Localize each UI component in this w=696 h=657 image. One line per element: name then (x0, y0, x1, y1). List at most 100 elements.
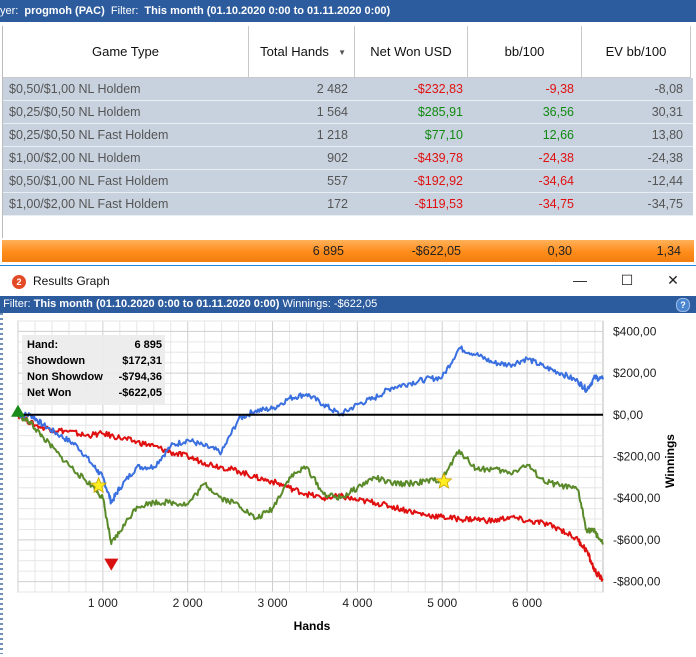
column-header-label: Total Hands (260, 44, 329, 59)
y-axis-label: Winnings (663, 434, 677, 488)
y-tick-label: -$600,00 (613, 533, 661, 547)
cell-hands: 1 218 (316, 128, 348, 142)
cell-game: $0,25/$0,50 NL Fast Holdem (9, 128, 169, 142)
app-icon: 2 (12, 275, 26, 289)
results-graph-titlebar[interactable]: 2 Results Graph — ☐ ✕ (0, 265, 696, 296)
cell-hands: 902 (327, 151, 348, 165)
results-chart-svg: Hand: 6 895 Showdown $172,31 Non Showdow… (11, 320, 677, 633)
stats-showdown-value: $172,31 (122, 355, 162, 367)
column-header-label: EV bb/100 (605, 44, 667, 59)
total-bb100: 0,30 (547, 244, 572, 258)
cell-ev: -24,38 (647, 151, 683, 165)
cell-game: $0,50/$1,00 NL Fast Holdem (9, 174, 169, 188)
cell-bb100: -34,64 (538, 174, 574, 188)
chart-series (17, 345, 604, 582)
y-tick-label: -$800,00 (613, 575, 661, 589)
column-header-total-hands[interactable]: Total Hands ▼ (249, 26, 355, 78)
cell-bb100: 12,66 (542, 128, 574, 142)
graph-winnings: Winnings: -$622,05 (282, 298, 378, 310)
cell-bb100: -34,75 (538, 197, 574, 211)
x-tick-label: 2 000 (173, 596, 203, 610)
table-row[interactable]: $0,50/$1,00 NL Fast Holdem 557 -$192,92 -34… (3, 170, 693, 193)
y-tick-label: $400,00 (613, 324, 657, 338)
help-icon[interactable]: ? (676, 298, 690, 312)
column-header-net-won[interactable]: Net Won USD (355, 26, 468, 78)
player-label: yer: (0, 5, 19, 17)
series-line-net-won (17, 413, 604, 546)
y-tick-label: -$200,00 (613, 450, 661, 464)
cell-net: $285,91 (417, 105, 463, 119)
cell-net: -$439,78 (413, 151, 463, 165)
cell-net: -$192,92 (413, 174, 463, 188)
cell-net: -$119,53 (414, 197, 463, 211)
column-header-label: Game Type (92, 44, 159, 59)
results-graph: Hand: 6 895 Showdown $172,31 Non Showdow… (0, 313, 696, 654)
stats-netwon-value: -$622,05 (119, 387, 162, 399)
cell-ev: 13,80 (651, 128, 683, 142)
y-tick-label: $200,00 (613, 366, 657, 380)
column-header-game-type[interactable]: Game Type (3, 26, 249, 78)
cell-game: $0,50/$1,00 NL Holdem (9, 82, 141, 96)
table-row[interactable]: $1,00/$2,00 NL Fast Holdem 172 -$119,53 -34… (3, 193, 693, 216)
x-tick-label: 4 000 (342, 596, 372, 610)
star-marker-icon (435, 472, 453, 489)
stats-nonshowdown-value: -$794,36 (119, 371, 162, 383)
maximize-button[interactable]: ☐ (620, 272, 634, 288)
minimize-button[interactable]: — (573, 272, 587, 288)
series-line-non-showdown (17, 414, 604, 582)
x-axis-label: Hands (294, 619, 331, 633)
x-tick-label: 5 000 (427, 596, 457, 610)
column-header-label: Net Won USD (370, 44, 452, 59)
cell-bb100: -9,38 (545, 82, 575, 96)
cell-bb100: -24,38 (538, 151, 574, 165)
table-row[interactable]: $0,25/$0,50 NL Holdem 1 564 $285,91 36,56 30… (3, 101, 693, 124)
stats-box-background (22, 335, 165, 405)
table-row[interactable]: $0,25/$0,50 NL Fast Holdem 1 218 $77,10 12,… (3, 124, 693, 147)
cell-ev: 30,31 (651, 105, 683, 119)
x-tick-label: 1 000 (88, 596, 118, 610)
cell-hands: 557 (327, 174, 348, 188)
top-info-bar: yer: progmoh (PAC) Filter: This month (01.… (0, 0, 696, 22)
x-tick-label: 3 000 (258, 596, 288, 610)
series-line-showdown (17, 345, 604, 505)
cell-bb100: 36,56 (542, 105, 574, 119)
star-marker-icon (89, 476, 108, 494)
chart-markers (11, 404, 453, 571)
cell-game: $1,00/$2,00 NL Holdem (9, 151, 141, 165)
cell-net: -$232,83 (413, 82, 463, 96)
filter-value: This month (01.10.2020 0:00 to 01.11.202… (144, 5, 391, 17)
column-header-ev-bb100[interactable]: EV bb/100 (582, 26, 691, 78)
totals-row: 6 895 -$622,05 0,30 1,34 (2, 240, 694, 262)
player-value: progmoh (PAC) (24, 5, 105, 17)
table-row[interactable]: $0,50/$1,00 NL Holdem 2 482 -$232,83 -9,38 -… (3, 78, 693, 101)
cell-net: $77,10 (424, 128, 463, 142)
stats-showdown-label: Showdown (27, 355, 85, 367)
total-ev-bb100: 1,34 (656, 244, 681, 258)
total-net-won: -$622,05 (411, 244, 461, 258)
stats-box: Hand: 6 895 Showdown $172,31 Non Showdow… (22, 335, 165, 405)
stats-netwon-label: Net Won (27, 387, 72, 399)
cell-hands: 172 (327, 197, 348, 211)
cell-game: $1,00/$2,00 NL Fast Holdem (9, 197, 169, 211)
graph-filter-value: This month (01.10.2020 0:00 to 01.11.202… (33, 298, 280, 310)
stats-nonshowdown-label: Non Showdow (27, 371, 103, 383)
x-tick-label: 6 000 (512, 596, 542, 610)
cell-ev: -12,44 (647, 174, 683, 188)
y-tick-label: -$400,00 (613, 491, 661, 505)
filter-label: Filter: (110, 5, 139, 17)
graph-filter-bar: Filter: This month (01.10.2020 0:00 to 0… (0, 296, 696, 313)
y-tick-label: $0,00 (613, 408, 643, 422)
low-point-marker-icon (104, 558, 119, 571)
results-table: Game Type Total Hands ▼ Net Won USD bb/10… (2, 26, 696, 238)
cell-ev: -34,75 (647, 197, 683, 211)
cell-ev: -8,08 (654, 82, 684, 96)
table-row[interactable]: $1,00/$2,00 NL Holdem 902 -$439,78 -24,38 -2… (3, 147, 693, 170)
stats-hand-label: Hand: (27, 339, 58, 351)
column-header-bb100[interactable]: bb/100 (468, 26, 582, 78)
window-edge (0, 313, 3, 654)
column-header-label: bb/100 (504, 44, 545, 59)
sort-desc-icon: ▼ (338, 48, 346, 57)
chart-axes: 1 000 2 000 3 000 4 000 5 000 6 000 $400,00 $20… (88, 324, 661, 610)
close-button[interactable]: ✕ (667, 272, 679, 288)
window-title: Results Graph (33, 274, 110, 288)
